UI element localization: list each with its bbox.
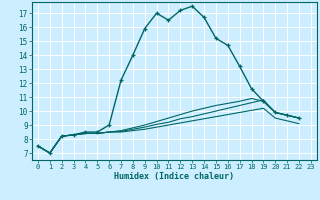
X-axis label: Humidex (Indice chaleur): Humidex (Indice chaleur) bbox=[115, 172, 234, 181]
